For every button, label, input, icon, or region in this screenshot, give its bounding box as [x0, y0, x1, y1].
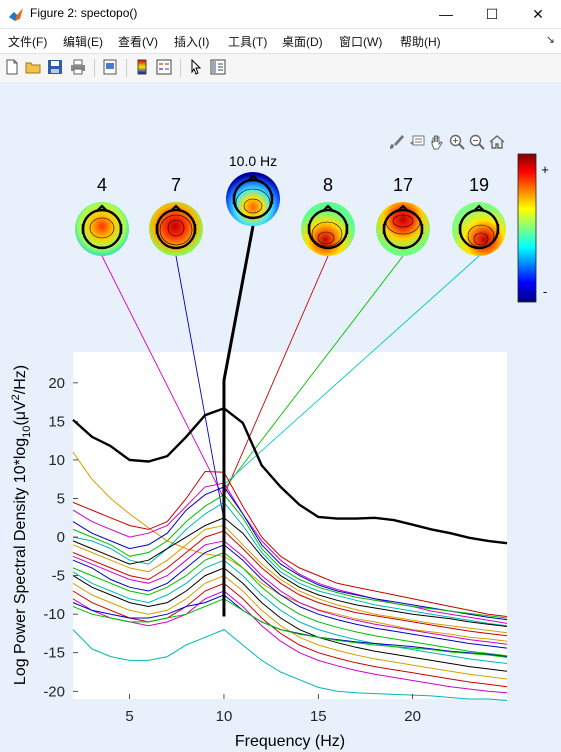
colorbar-icon[interactable] [134, 59, 150, 75]
channel-spectrum-line[interactable] [72, 540, 508, 645]
channel-spectrum-line[interactable] [72, 524, 508, 634]
mean-spectrum-line[interactable] [72, 406, 508, 545]
channel-spectrum-line[interactable] [72, 598, 508, 658]
channel-spectrum-line[interactable] [72, 486, 508, 621]
topo-frequency-label: 10.0 Hz [229, 153, 277, 169]
topo-connector-line [222, 225, 255, 381]
zoom-out-icon[interactable] [469, 134, 485, 150]
open-file-icon[interactable] [25, 59, 41, 75]
x-tick-label: 5 [125, 708, 133, 725]
x-tick-label: 15 [310, 708, 327, 725]
menu-edit[interactable]: 编辑(E) [63, 35, 103, 49]
scalp-map-component-8[interactable] [301, 202, 355, 256]
minimize-button[interactable]: — [439, 6, 453, 22]
x-tick-label: 10 [216, 708, 233, 725]
y-tick-label: 5 [57, 491, 65, 508]
toolbar-separator [126, 59, 127, 77]
channel-spectrum-line[interactable] [72, 551, 508, 657]
channel-spectrum-line[interactable] [72, 451, 508, 642]
y-tick-label: -5 [52, 568, 65, 585]
topo-connector-line [101, 255, 225, 499]
channel-spectrum-line[interactable] [72, 501, 508, 627]
y-tick-label: 20 [48, 375, 65, 392]
y-axis-label: Log Power Spectral Density 10*log10(μV2/… [10, 365, 33, 685]
print-icon[interactable] [70, 59, 86, 75]
x-tick-label: 20 [404, 708, 421, 725]
new-figure-icon[interactable] [4, 59, 20, 75]
menu-bar: 文件(F) 编辑(E) 查看(V) 插入(I) 工具(T) 桌面(D) 窗口(W… [0, 29, 561, 51]
y-tick-label: 15 [48, 413, 65, 430]
menu-file[interactable]: 文件(F) [8, 35, 48, 49]
channel-spectrum-line[interactable] [72, 590, 508, 694]
zoom-in-icon[interactable] [449, 134, 465, 150]
scalp-map-component-7[interactable] [149, 202, 203, 256]
channel-spectrum-line[interactable] [72, 559, 508, 664]
component-label-4: 8 [323, 175, 333, 195]
pan-icon[interactable] [429, 134, 445, 150]
component-label-1: 4 [97, 175, 107, 195]
home-icon[interactable] [489, 134, 505, 150]
channel-spectrum-line[interactable] [72, 582, 508, 688]
toolbar-separator [180, 59, 181, 77]
property-editor-icon[interactable] [210, 59, 226, 75]
menu-tools[interactable]: 工具(T) [228, 35, 268, 49]
toolbar-separator [94, 59, 95, 77]
legend-icon[interactable] [156, 59, 172, 75]
colorbar-minus-label: - [543, 284, 547, 299]
y-tick-label: -15 [43, 645, 65, 662]
scalp-map-component-19[interactable] [452, 202, 506, 256]
menu-insert[interactable]: 插入(I) [174, 35, 210, 49]
brush-icon[interactable] [388, 134, 404, 150]
menu-desktop[interactable]: 桌面(D) [282, 35, 323, 49]
scalp-map-component-10hz[interactable] [226, 172, 280, 226]
component-label-5: 17 [393, 175, 413, 195]
maximize-button[interactable]: ☐ [485, 5, 499, 22]
scalp-map-component-17[interactable] [376, 202, 430, 256]
y-tick-label: 0 [57, 529, 65, 546]
menu-window[interactable]: 窗口(W) [339, 35, 383, 49]
menu-view[interactable]: 查看(V) [118, 35, 158, 49]
channel-spectrum-line[interactable] [72, 567, 508, 672]
title-bar: Figure 2: spectopo() — ☐ ✕ [0, 0, 561, 29]
colorbar[interactable] [517, 153, 537, 303]
channel-spectrum-line[interactable] [72, 629, 508, 701]
channel-spectrum-line[interactable] [72, 494, 508, 619]
x-axis-label: Frequency (Hz) [235, 733, 345, 750]
colorbar-plus-label: + [541, 162, 549, 177]
topo-connector-line [175, 255, 225, 521]
data-tip-icon[interactable] [409, 134, 425, 150]
topo-connector-lines [101, 225, 480, 521]
channel-spectrum-line[interactable] [72, 530, 508, 637]
channel-spectrum-line[interactable] [72, 482, 508, 624]
menu-help[interactable]: 帮助(H) [400, 35, 441, 49]
topo-connector-line [223, 255, 480, 485]
y-tick-label: -10 [43, 606, 65, 623]
channel-spectrum-line[interactable] [72, 470, 508, 617]
menu-overflow-icon[interactable]: ↘ [545, 34, 555, 46]
channel-spectrum-line[interactable] [72, 544, 508, 649]
component-label-6: 19 [469, 175, 489, 195]
component-label-2: 7 [171, 175, 181, 195]
save-icon[interactable] [47, 59, 63, 75]
matlab-logo-icon [9, 8, 23, 21]
topo-connector-line [223, 255, 329, 496]
y-tick-label: 10 [48, 452, 65, 469]
scalp-map-component-4[interactable] [75, 202, 129, 256]
channel-spectrum-line[interactable] [72, 517, 508, 627]
window-title: Figure 2: spectopo() [30, 6, 138, 20]
y-tick-label: -20 [43, 683, 65, 700]
close-button[interactable]: ✕ [532, 5, 544, 22]
pointer-icon[interactable] [188, 59, 204, 75]
print-preview-icon[interactable] [102, 59, 118, 75]
